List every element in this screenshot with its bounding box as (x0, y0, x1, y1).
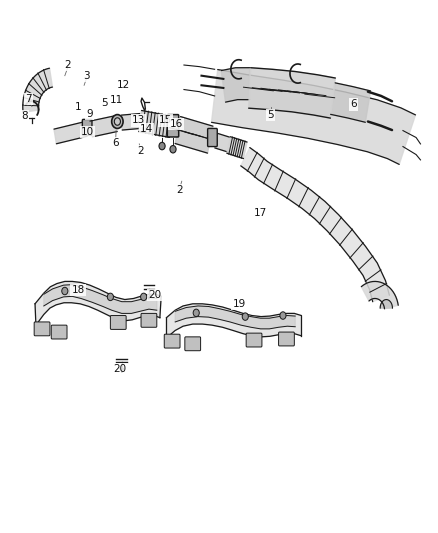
Polygon shape (54, 122, 87, 144)
FancyBboxPatch shape (110, 316, 126, 329)
Circle shape (62, 287, 68, 295)
Circle shape (114, 118, 120, 125)
Polygon shape (227, 137, 247, 158)
Text: 2: 2 (176, 185, 183, 195)
Circle shape (141, 293, 147, 301)
FancyBboxPatch shape (279, 332, 294, 346)
Polygon shape (139, 110, 172, 138)
Polygon shape (44, 285, 157, 313)
FancyBboxPatch shape (164, 334, 180, 348)
FancyBboxPatch shape (167, 115, 179, 137)
Circle shape (112, 115, 123, 128)
Circle shape (193, 309, 199, 317)
Text: 2: 2 (137, 147, 144, 156)
Text: 14: 14 (140, 124, 153, 134)
Polygon shape (212, 70, 416, 164)
Text: 19: 19 (233, 299, 246, 309)
FancyBboxPatch shape (51, 325, 67, 339)
Text: 16: 16 (170, 119, 183, 128)
FancyBboxPatch shape (185, 337, 201, 351)
Polygon shape (90, 116, 117, 137)
Polygon shape (121, 114, 141, 130)
FancyBboxPatch shape (246, 333, 262, 347)
Text: 9: 9 (86, 109, 93, 119)
Text: 20: 20 (113, 364, 127, 374)
Polygon shape (215, 133, 231, 152)
Polygon shape (35, 281, 161, 325)
Circle shape (280, 312, 286, 319)
Text: 6: 6 (350, 100, 357, 109)
Text: 2: 2 (64, 60, 71, 70)
Polygon shape (361, 281, 398, 309)
Text: 17: 17 (254, 208, 267, 218)
FancyBboxPatch shape (82, 119, 92, 135)
Polygon shape (241, 148, 389, 302)
Polygon shape (175, 117, 213, 153)
Text: 13: 13 (132, 116, 145, 125)
Text: 11: 11 (110, 95, 123, 105)
Text: 3: 3 (83, 71, 90, 80)
Polygon shape (221, 68, 250, 102)
Text: 12: 12 (117, 80, 130, 90)
Text: 20: 20 (148, 290, 162, 300)
Text: 10: 10 (81, 127, 94, 136)
Circle shape (107, 293, 113, 301)
Text: 5: 5 (267, 110, 274, 120)
FancyBboxPatch shape (141, 313, 157, 327)
FancyBboxPatch shape (34, 322, 50, 336)
FancyBboxPatch shape (208, 128, 217, 147)
Circle shape (159, 142, 165, 150)
Polygon shape (249, 68, 336, 118)
Polygon shape (331, 83, 371, 122)
Text: 15: 15 (159, 116, 172, 125)
Text: 5: 5 (101, 99, 108, 108)
Circle shape (170, 146, 176, 153)
Polygon shape (166, 304, 301, 338)
Polygon shape (380, 300, 392, 308)
Polygon shape (175, 306, 295, 329)
Text: 7: 7 (25, 94, 32, 104)
Circle shape (242, 313, 248, 320)
Text: 18: 18 (71, 285, 85, 295)
Polygon shape (23, 68, 53, 112)
Text: 1: 1 (74, 102, 81, 111)
Text: 6: 6 (112, 138, 119, 148)
Text: 8: 8 (21, 111, 28, 121)
